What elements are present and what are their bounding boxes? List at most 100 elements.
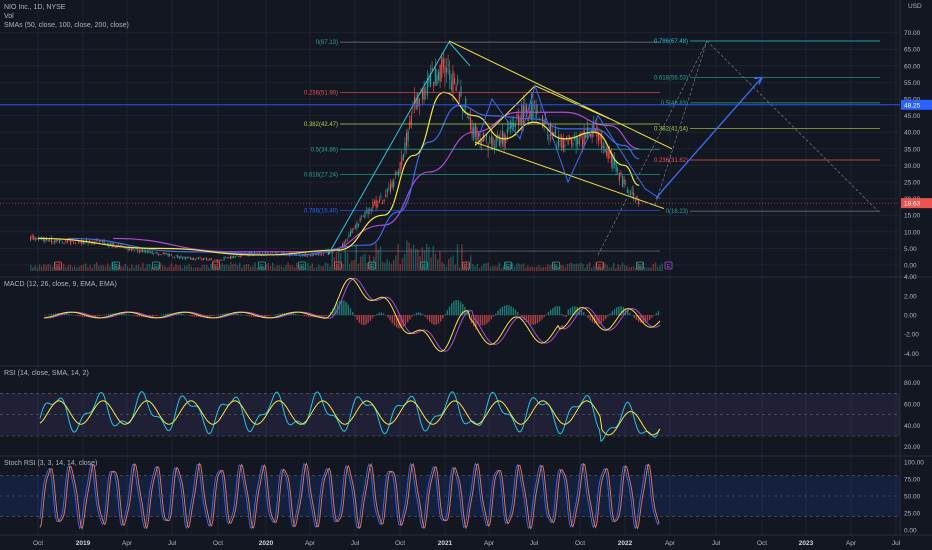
macd-histogram-bar	[198, 315, 200, 318]
candle-body	[110, 243, 112, 245]
volume-bar	[549, 264, 551, 271]
candle-body	[377, 204, 379, 207]
volume-bar	[131, 264, 133, 271]
volume-bar	[76, 267, 78, 271]
volume-bar	[377, 249, 379, 271]
volume-bar	[650, 267, 652, 271]
macd-histogram-bar	[446, 310, 448, 316]
candle-body	[495, 136, 497, 148]
macd-histogram-bar	[246, 315, 248, 316]
candle-body	[198, 257, 200, 259]
volume-bar	[661, 263, 663, 271]
candle-body	[170, 254, 172, 256]
macd-histogram-bar	[301, 315, 303, 316]
candle-body	[540, 110, 542, 112]
candle-body	[207, 260, 209, 261]
macd-histogram-bar	[596, 315, 598, 325]
macd-histogram-bar	[81, 315, 83, 317]
volume-bar	[357, 263, 360, 271]
time-tick-label: Oct	[33, 540, 43, 547]
volume-bar	[349, 263, 351, 271]
candle-body	[423, 87, 425, 100]
macd-histogram-bar	[418, 312, 420, 316]
volume-bar	[445, 266, 448, 271]
volume-bar	[247, 263, 250, 271]
earnings-marker	[368, 261, 376, 270]
volume-bar	[272, 262, 274, 271]
rsi-ma-line	[39, 400, 661, 436]
volume-bar	[364, 253, 366, 271]
volume-bar	[78, 266, 80, 271]
volume-bar	[630, 266, 632, 271]
candle-body	[148, 250, 150, 253]
macd-histogram-bar	[420, 312, 422, 316]
volume-bar	[179, 265, 181, 271]
earnings-marker-label: E	[260, 264, 264, 270]
earnings-marker-label: E	[638, 264, 642, 270]
sma-label[interactable]: SMAs (50, close, 100, close, 200, close)	[4, 22, 129, 29]
volume-bar	[639, 265, 641, 271]
macd-label[interactable]: MACD (12, 26, close, 9, EMA, EMA)	[4, 281, 117, 288]
candle-body	[346, 239, 348, 241]
earnings-marker-label: E	[154, 264, 158, 270]
volume-bar	[98, 265, 100, 271]
volume-bar	[654, 262, 657, 271]
volume-bar	[386, 259, 388, 271]
candle-body	[282, 252, 284, 254]
candle-body	[230, 256, 232, 259]
macd-histogram-bar	[305, 315, 308, 317]
stoch-label[interactable]: Stoch RSI (3, 3, 14, 14, close)	[4, 460, 98, 467]
candle-body	[447, 64, 449, 66]
candle-body	[210, 258, 212, 260]
volume-bar	[426, 244, 428, 271]
volume-bar	[573, 264, 575, 271]
stoch-tick-label: 75.00	[904, 477, 921, 484]
volume-bar	[531, 266, 533, 271]
symbol-title[interactable]: NIO Inc., 1D, NYSE	[4, 4, 66, 11]
volume-label[interactable]: Vol	[4, 13, 14, 20]
macd-histogram-bar	[140, 315, 143, 318]
volume-bar	[401, 258, 404, 271]
volume-bar	[188, 263, 190, 271]
volume-bar	[137, 264, 140, 271]
candle-body	[452, 70, 454, 92]
macd-histogram-bar	[451, 303, 453, 316]
volume-bar	[437, 259, 439, 271]
volume-bar	[223, 264, 225, 271]
candle-body	[174, 257, 176, 258]
macd-histogram-bar	[583, 312, 585, 316]
macd-histogram-bar	[629, 312, 631, 316]
candle-body	[156, 251, 158, 255]
candle-body	[490, 136, 492, 145]
volume-bar	[201, 265, 203, 271]
price-tick-label: 15.00	[904, 213, 921, 220]
candle-body	[578, 140, 580, 145]
macd-tick-label: -2.00	[904, 332, 919, 339]
price-tick-label: 45.00	[904, 113, 921, 120]
drawings[interactable]: 0(67.13) 0.236(51.90) 0.382(42.47) 0.5(34.8…	[0, 39, 900, 270]
volume-bar	[439, 251, 441, 271]
macd-histogram-bar	[503, 305, 506, 316]
macd-histogram-bar	[475, 315, 477, 330]
macd-histogram-bar	[442, 315, 444, 319]
rsi-label[interactable]: RSI (14, close, SMA, 14, 2)	[4, 370, 89, 377]
volume-bar	[175, 264, 177, 271]
volume-bar	[151, 266, 153, 271]
candle-body	[588, 129, 590, 131]
macd-histogram-bar	[136, 315, 138, 317]
volume-bar	[448, 258, 450, 271]
macd-histogram-bar	[349, 308, 352, 316]
macd-histogram-bar	[477, 315, 479, 325]
macd-histogram-bar	[413, 314, 415, 316]
volume-bar	[637, 262, 639, 271]
time-tick-label: Jul	[351, 540, 360, 547]
candle-body	[388, 187, 390, 189]
macd-histogram-bar	[83, 315, 85, 317]
volume-bar	[384, 262, 386, 271]
candle-body	[444, 65, 446, 77]
volume-bar	[454, 264, 456, 271]
macd-histogram-bar	[528, 315, 530, 324]
volume-bar	[239, 262, 241, 271]
volume-bar	[212, 262, 214, 271]
